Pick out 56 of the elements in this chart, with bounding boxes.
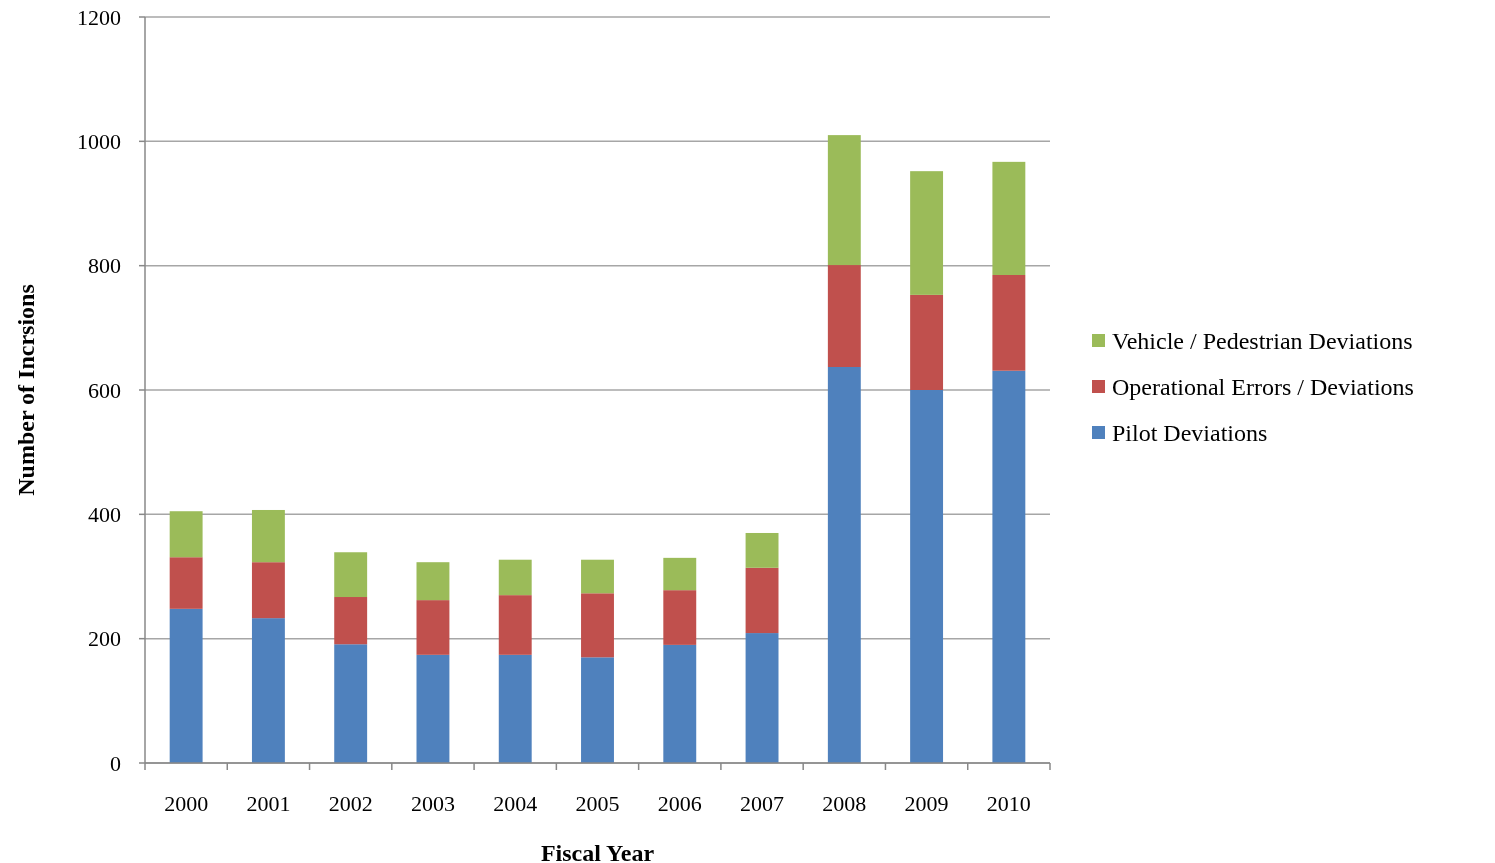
bar (498, 559, 532, 596)
bar (498, 654, 532, 763)
x-tick-label: 2010 (986, 791, 1031, 816)
bar (992, 274, 1026, 371)
bar (169, 608, 203, 763)
x-tick-label: 2006 (657, 791, 702, 816)
bar (169, 511, 203, 558)
bar (827, 135, 861, 266)
bar (251, 562, 285, 619)
bar (827, 367, 861, 763)
bar (827, 265, 861, 367)
x-tick-label: 2008 (822, 791, 867, 816)
bar (745, 633, 779, 763)
bar (663, 590, 697, 645)
x-tick-label: 2005 (575, 791, 620, 816)
bar (581, 657, 614, 763)
x-tick-label: 2000 (164, 791, 209, 816)
bar (169, 557, 203, 609)
x-tick-label: 2001 (246, 791, 291, 816)
legend-label: Pilot Deviations (1112, 420, 1268, 447)
legend-label: Operational Errors / Deviations (1112, 374, 1414, 401)
bar (910, 171, 944, 295)
y-tick-label: 1000 (77, 129, 121, 155)
x-tick-label: 2002 (328, 791, 373, 816)
bar (745, 532, 779, 568)
bar (251, 618, 285, 763)
bar (663, 557, 697, 591)
bar (992, 370, 1026, 763)
x-tick-label: 2009 (904, 791, 949, 816)
x-tick-label: 2003 (410, 791, 455, 816)
bar (334, 644, 368, 763)
bar (745, 567, 779, 634)
x-axis-title: Fiscal Year (540, 840, 655, 863)
y-axis-title: Number of Incrsions (13, 284, 39, 496)
y-tick-label: 200 (88, 626, 121, 652)
bar (663, 644, 697, 763)
bar (334, 597, 368, 645)
bar (416, 562, 450, 601)
bar (992, 161, 1026, 275)
bar (334, 552, 368, 598)
legend-label: Vehicle / Pedestrian Deviations (1112, 328, 1413, 355)
bar (416, 600, 450, 655)
bar (581, 559, 614, 594)
y-tick-label: 800 (88, 253, 121, 279)
bar (910, 390, 944, 763)
y-tick-label: 1200 (77, 4, 121, 30)
bar (498, 595, 532, 655)
y-tick-label: 400 (88, 502, 121, 528)
bar (416, 654, 450, 763)
bar (251, 509, 285, 563)
y-tick-label: 600 (88, 377, 121, 403)
x-tick-label: 2004 (493, 791, 538, 816)
bar (581, 593, 614, 658)
bar (910, 294, 944, 390)
x-tick-label: 2007 (740, 791, 785, 816)
y-tick-label: 0 (110, 750, 121, 776)
